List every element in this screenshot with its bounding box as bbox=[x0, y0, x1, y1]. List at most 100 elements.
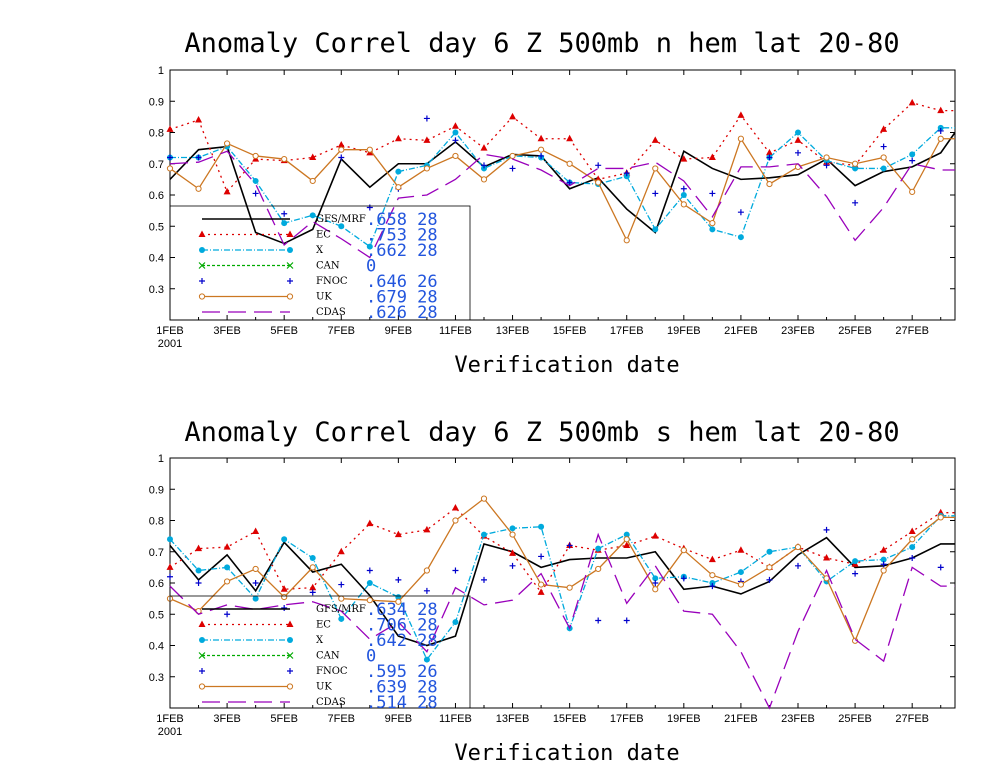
series-line-uk bbox=[169, 137, 955, 242]
data-point-plus bbox=[509, 562, 516, 569]
y-tick-label: 0.7 bbox=[149, 547, 164, 559]
data-point-circle bbox=[338, 146, 345, 153]
data-point-plus bbox=[224, 611, 231, 618]
data-point-plus bbox=[880, 561, 887, 568]
data-point-triangle bbox=[480, 144, 488, 151]
chart-panel-south: Anomaly Correl day 6 Z 500mb s hem lat 2… bbox=[149, 417, 956, 766]
data-point-plus bbox=[538, 553, 545, 560]
data-point-circle bbox=[452, 517, 459, 524]
data-point-dot bbox=[795, 129, 801, 136]
x-tick-label: 19FEB bbox=[667, 325, 701, 337]
data-point-dot bbox=[709, 226, 716, 233]
legend-series-score: .646 26 bbox=[366, 272, 438, 292]
data-point-dot bbox=[287, 247, 293, 253]
data-point-dot bbox=[309, 212, 316, 219]
data-point-circle bbox=[423, 567, 431, 574]
series-group bbox=[166, 495, 955, 710]
data-point-plus bbox=[852, 570, 859, 577]
legend-series-score: 0 bbox=[366, 647, 376, 667]
data-point-triangle bbox=[195, 544, 203, 552]
data-point-plus bbox=[937, 564, 944, 571]
data-point-circle bbox=[281, 155, 288, 163]
data-point-triangle bbox=[309, 583, 317, 591]
data-point-plus bbox=[281, 210, 288, 217]
data-point-circle bbox=[309, 177, 316, 185]
data-point-circle bbox=[281, 593, 288, 601]
x-tick-label: 23FEB bbox=[781, 325, 815, 337]
data-point-triangle bbox=[337, 547, 345, 555]
data-point-dot bbox=[452, 619, 459, 626]
data-point-plus bbox=[680, 185, 687, 192]
data-point-circle bbox=[198, 683, 206, 690]
series-group bbox=[166, 98, 956, 259]
data-point-plus bbox=[538, 152, 545, 159]
data-point-triangle bbox=[908, 98, 916, 106]
x-tick-label: 23FEB bbox=[781, 713, 815, 725]
x-tick-label: 15FEB bbox=[553, 325, 587, 337]
data-point-triangle bbox=[651, 136, 659, 143]
data-point-plus bbox=[281, 605, 288, 611]
data-point-plus bbox=[937, 127, 944, 134]
legend-series-score: .626 28 bbox=[366, 303, 438, 323]
data-point-plus bbox=[595, 162, 602, 169]
data-point-triangle bbox=[280, 585, 288, 592]
chart-title: Anomaly Correl day 6 Z 500mb s hem lat 2… bbox=[184, 417, 899, 448]
data-point-dot bbox=[481, 531, 487, 538]
x-tick-label: 25FEB bbox=[838, 325, 872, 337]
data-point-plus bbox=[680, 575, 687, 582]
data-point-triangle bbox=[451, 504, 459, 511]
data-point-plus bbox=[338, 154, 345, 161]
x-tick-label: 3FEB bbox=[213, 325, 241, 337]
series-line-ec bbox=[169, 507, 955, 594]
x-tick-label: 1FEB bbox=[156, 325, 184, 337]
legend-series-name: GFS/MRF bbox=[316, 214, 366, 225]
data-point-circle bbox=[452, 152, 459, 160]
data-point-plus bbox=[395, 576, 402, 583]
chart-panel-north: Anomaly Correl day 6 Z 500mb n hem lat 2… bbox=[149, 28, 956, 378]
y-tick-label: 0.5 bbox=[149, 221, 164, 233]
legend-series-name: FNOC bbox=[316, 666, 348, 677]
data-point-plus bbox=[623, 170, 630, 177]
series-line-ec bbox=[169, 102, 955, 194]
data-point-circle bbox=[766, 564, 773, 571]
y-tick-label: 0.3 bbox=[149, 672, 164, 684]
legend-box bbox=[169, 595, 471, 709]
data-point-triangle bbox=[623, 541, 631, 548]
x-tick-label: 27FEB bbox=[895, 713, 929, 725]
data-point-plus bbox=[423, 115, 430, 122]
series-line-x bbox=[170, 127, 955, 248]
data-point-plus bbox=[852, 199, 859, 206]
data-point-plus bbox=[423, 587, 430, 594]
legend-series-score: .514 28 bbox=[366, 693, 438, 713]
x-tick-label: 1FEB bbox=[156, 713, 184, 725]
data-point-triangle bbox=[451, 122, 459, 129]
x-tick-label: 17FEB bbox=[610, 325, 644, 337]
x-tick-label: 9FEB bbox=[385, 713, 413, 725]
legend-series-score: .595 26 bbox=[366, 662, 438, 682]
data-point-triangle bbox=[198, 230, 206, 237]
data-point-plus bbox=[167, 154, 173, 161]
data-point-dot bbox=[937, 124, 944, 131]
data-point-dot bbox=[224, 564, 231, 571]
data-point-dot bbox=[481, 165, 487, 172]
data-point-plus bbox=[481, 576, 487, 583]
data-point-circle bbox=[566, 584, 573, 591]
data-point-plus bbox=[766, 154, 773, 161]
data-point-plus bbox=[452, 137, 459, 144]
data-point-triangle bbox=[509, 549, 517, 556]
data-point-circle bbox=[851, 160, 859, 167]
data-point-circle bbox=[823, 154, 830, 161]
data-point-triangle bbox=[309, 153, 317, 160]
data-point-dot bbox=[737, 569, 744, 576]
data-point-plus bbox=[709, 190, 716, 197]
legend-series-score: 0 bbox=[366, 257, 376, 277]
x-tick-sublabel: 2001 bbox=[158, 338, 182, 350]
data-point-triangle bbox=[166, 125, 174, 132]
data-point-circle bbox=[880, 567, 887, 574]
legend-series-score: .706 28 bbox=[366, 616, 438, 636]
data-point-plus bbox=[252, 580, 259, 586]
data-point-circle bbox=[480, 176, 488, 183]
data-point-dot bbox=[709, 580, 716, 586]
data-point-plus bbox=[909, 157, 916, 164]
